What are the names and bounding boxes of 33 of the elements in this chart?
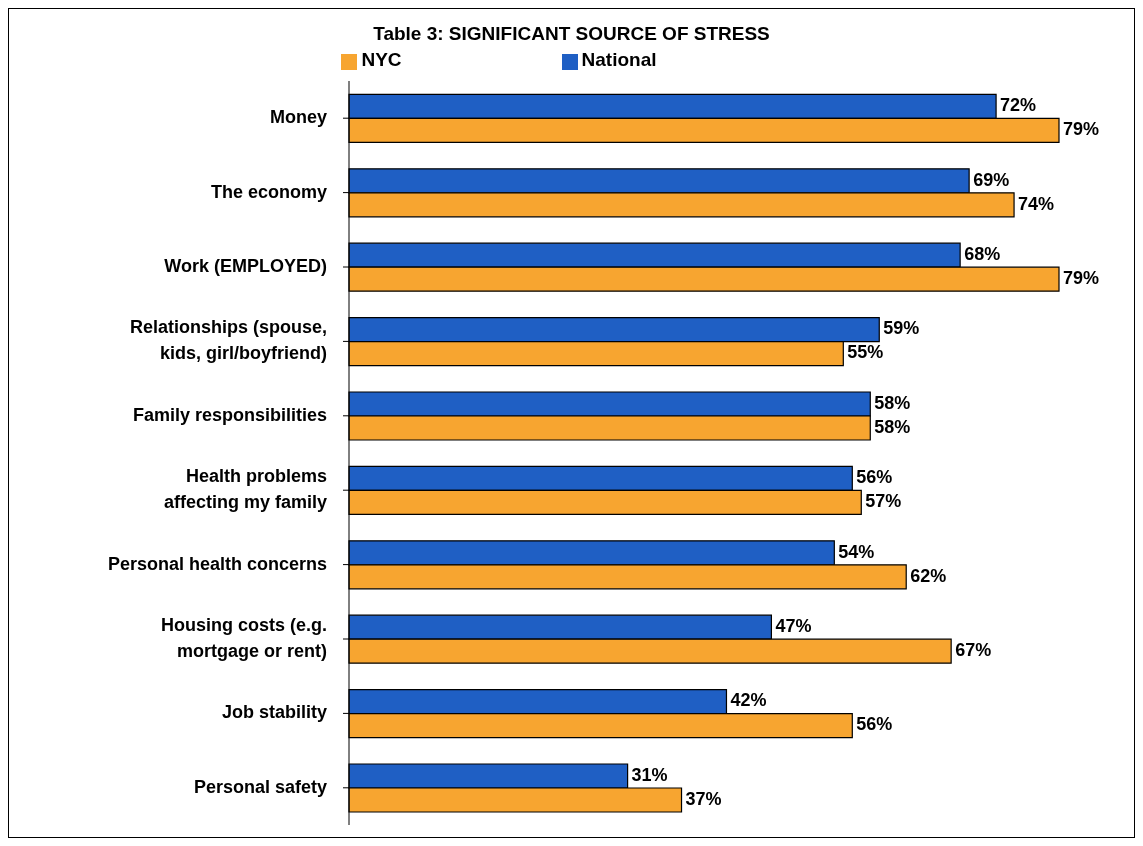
chart-title: Table 3: SIGNIFICANT SOURCE OF STRESS — [372, 22, 771, 45]
legend-label: NYC — [361, 49, 402, 70]
y-tick-label: Money — [269, 106, 327, 127]
y-tick-label: Housing costs (e.g. mortgage or rent) — [160, 614, 327, 661]
data-label: 57% — [865, 491, 902, 512]
data-label: 58% — [874, 416, 911, 437]
data-label: 42% — [730, 690, 767, 711]
y-tick-label: Family responsibilities — [132, 404, 327, 425]
data-label: 68% — [964, 243, 1001, 264]
data-label: 79% — [1063, 267, 1100, 288]
data-label: 54% — [838, 541, 875, 562]
y-tick-label: The economy — [210, 181, 327, 202]
data-label: 74% — [1018, 193, 1055, 214]
data-label: 72% — [1000, 95, 1037, 116]
data-label: 67% — [955, 639, 992, 660]
legend-label: National — [581, 49, 657, 70]
data-label: 56% — [856, 467, 893, 488]
y-tick-label: Job stability — [221, 702, 327, 723]
data-label: 58% — [874, 392, 911, 413]
data-label: 55% — [847, 342, 884, 363]
data-label: 79% — [1063, 119, 1100, 140]
data-label: 47% — [775, 615, 812, 636]
y-tick-label: Personal health concerns — [107, 553, 327, 574]
data-label: 59% — [883, 318, 920, 339]
data-label: 62% — [910, 565, 947, 586]
data-label: 56% — [856, 714, 893, 735]
data-label: 37% — [685, 788, 722, 809]
y-tick-label: Personal safety — [193, 776, 327, 797]
y-tick-label: Relationships (spouse, kids, girl/boyfriend) — [129, 317, 327, 364]
y-tick-label: Work (EMPLOYED) — [164, 255, 327, 276]
data-label: 69% — [973, 169, 1010, 190]
y-tick-label: Health problems affecting my family — [163, 465, 327, 512]
data-label: 31% — [631, 764, 668, 785]
